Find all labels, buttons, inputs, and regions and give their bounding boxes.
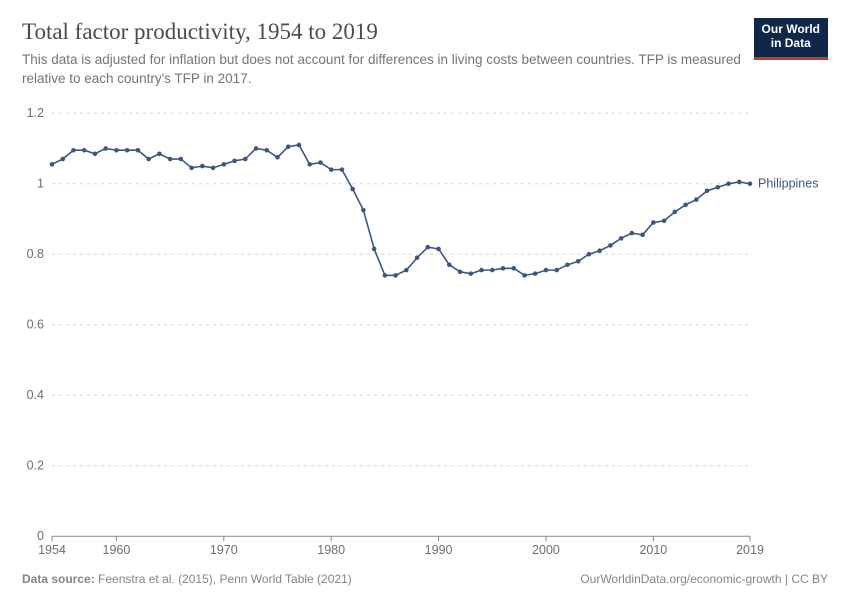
series-marker: [565, 262, 570, 267]
series-marker: [211, 165, 216, 170]
data-source: Data source: Feenstra et al. (2015), Pen…: [22, 572, 352, 586]
series-marker: [715, 184, 720, 189]
series-marker: [737, 179, 742, 184]
series-marker: [501, 266, 506, 271]
y-tick-label: 0.2: [27, 458, 44, 472]
series-marker: [683, 202, 688, 207]
x-tick-label: 1960: [103, 543, 131, 557]
series-line: [52, 144, 750, 274]
y-tick-label: 0: [37, 529, 44, 543]
series-marker: [254, 146, 259, 151]
series-marker: [243, 156, 248, 161]
series-marker: [597, 248, 602, 253]
series-label[interactable]: Philippines: [758, 176, 818, 190]
series-marker: [286, 144, 291, 149]
footer: Data source: Feenstra et al. (2015), Pen…: [22, 570, 828, 586]
series-marker: [275, 155, 280, 160]
chart-title: Total factor productivity, 1954 to 2019: [22, 18, 742, 47]
series-marker: [125, 147, 130, 152]
series-marker: [307, 162, 312, 167]
series-marker: [264, 147, 269, 152]
series-marker: [554, 267, 559, 272]
series-marker: [436, 246, 441, 251]
x-tick-label: 2000: [532, 543, 560, 557]
series-marker: [232, 158, 237, 163]
series-marker: [93, 151, 98, 156]
chart-area: 0 0.2 0.4 0.6 0.8 1 1.2 1954 1960 1970 1980 1990 200…: [22, 107, 828, 560]
x-tick-label: 1990: [425, 543, 453, 557]
series-marker: [458, 269, 463, 274]
y-tick-label: 1: [37, 176, 44, 190]
series-marker: [103, 146, 108, 151]
series-marker: [393, 273, 398, 278]
series-marker: [426, 244, 431, 249]
series-marker: [619, 236, 624, 241]
series-marker: [608, 243, 613, 248]
y-tick-label: 1.2: [27, 107, 44, 120]
series-marker: [511, 266, 516, 271]
owid-logo: Our World in Data: [754, 18, 828, 60]
series-marker: [533, 271, 538, 276]
x-tick-label: 1970: [210, 543, 238, 557]
header: Total factor productivity, 1954 to 2019 …: [22, 18, 828, 89]
series-marker: [662, 218, 667, 223]
series-marker: [350, 186, 355, 191]
chart-svg: 0 0.2 0.4 0.6 0.8 1 1.2 1954 1960 1970 1980 1990 200…: [22, 107, 828, 560]
x-tick-label: 2019: [736, 543, 764, 557]
series-marker: [318, 160, 323, 165]
series-marker: [146, 156, 151, 161]
series-marker: [222, 162, 227, 167]
source-text: Feenstra et al. (2015), Penn World Table…: [98, 572, 352, 586]
series-marker: [404, 267, 409, 272]
y-tick-label: 0.6: [27, 317, 44, 331]
series-marker: [82, 147, 87, 152]
x-tick-label: 2010: [639, 543, 667, 557]
source-label: Data source:: [22, 572, 95, 586]
series-marker: [726, 181, 731, 186]
series-marker: [479, 267, 484, 272]
series-marker: [544, 267, 549, 272]
source-link[interactable]: OurWorldinData.org/economic-growth: [580, 572, 781, 586]
series-marker: [651, 220, 656, 225]
y-tick-label: 0.4: [27, 388, 44, 402]
series-marker: [157, 151, 162, 156]
series-marker: [522, 273, 527, 278]
series-marker: [168, 156, 173, 161]
series-marker: [361, 207, 366, 212]
series-marker: [630, 230, 635, 235]
series-marker: [694, 197, 699, 202]
x-tick-label: 1954: [38, 543, 66, 557]
series-marker: [415, 255, 420, 260]
series-marker: [673, 209, 678, 214]
chart-subtitle: This data is adjusted for inflation but …: [22, 51, 742, 89]
attribution: OurWorldinData.org/economic-growth | CC …: [580, 572, 828, 586]
license: CC BY: [791, 572, 828, 586]
series-marker: [114, 147, 119, 152]
series-marker: [71, 147, 76, 152]
y-tick-label: 0.8: [27, 247, 44, 261]
series-marker: [329, 167, 334, 172]
series-marker: [640, 232, 645, 237]
series-marker: [189, 165, 194, 170]
series-marker: [60, 156, 65, 161]
series-marker: [297, 142, 302, 147]
series-marker: [179, 156, 184, 161]
series-marker: [490, 267, 495, 272]
series-marker: [748, 181, 753, 186]
series-marker: [200, 163, 205, 168]
series-marker: [447, 262, 452, 267]
series-marker: [383, 273, 388, 278]
series-marker: [469, 271, 474, 276]
series-marker: [340, 167, 345, 172]
series-marker: [705, 188, 710, 193]
series-marker: [136, 147, 141, 152]
series-marker: [576, 259, 581, 264]
series-marker: [372, 246, 377, 251]
title-block: Total factor productivity, 1954 to 2019 …: [22, 18, 754, 89]
chart-container: Total factor productivity, 1954 to 2019 …: [0, 0, 850, 600]
series-marker: [587, 251, 592, 256]
x-tick-label: 1980: [317, 543, 345, 557]
series-marker: [50, 162, 55, 167]
